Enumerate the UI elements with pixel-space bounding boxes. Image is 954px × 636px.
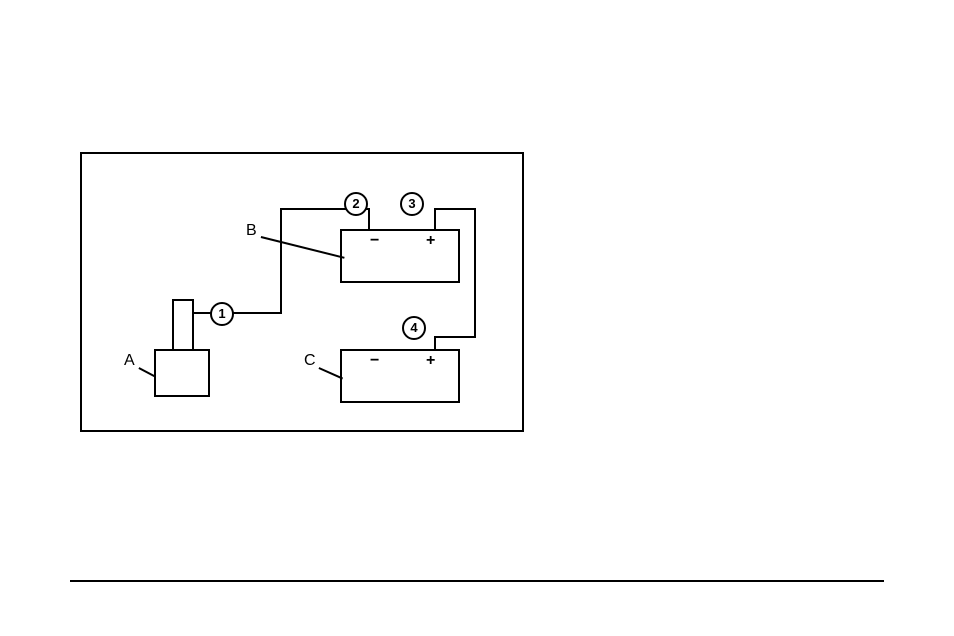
label-b: B [246,222,257,240]
battery-b-box [340,229,460,283]
component-a-box [154,349,210,397]
wire-1-seg [280,208,282,314]
battery-c-box [340,349,460,403]
leader-b [261,236,345,258]
callout-4: 4 [402,316,426,340]
callout-3: 3 [400,192,424,216]
callout-1: 1 [210,302,234,326]
wire-2-seg [434,208,476,210]
battery-b-pos-terminal: + [426,232,435,250]
wire-2-seg [434,208,436,230]
battery-c-neg-terminal: − [370,352,379,370]
page-rule [70,580,884,582]
wire-1-seg [368,208,370,230]
callout-2: 2 [344,192,368,216]
component-a-pipe [172,299,194,349]
wire-2-seg [434,336,436,350]
label-c: C [304,352,316,370]
wire-1-seg [194,312,282,314]
wiring-diagram: − + − + 1 2 3 4 A B C [80,152,524,432]
page: { "figure": { "width_px": 444, "height_p… [0,0,954,636]
wire-2-seg [474,208,476,338]
leader-a [139,367,156,377]
label-a: A [124,352,135,370]
battery-b-neg-terminal: − [370,232,379,250]
wire-2-seg [434,336,476,338]
battery-c-pos-terminal: + [426,352,435,370]
